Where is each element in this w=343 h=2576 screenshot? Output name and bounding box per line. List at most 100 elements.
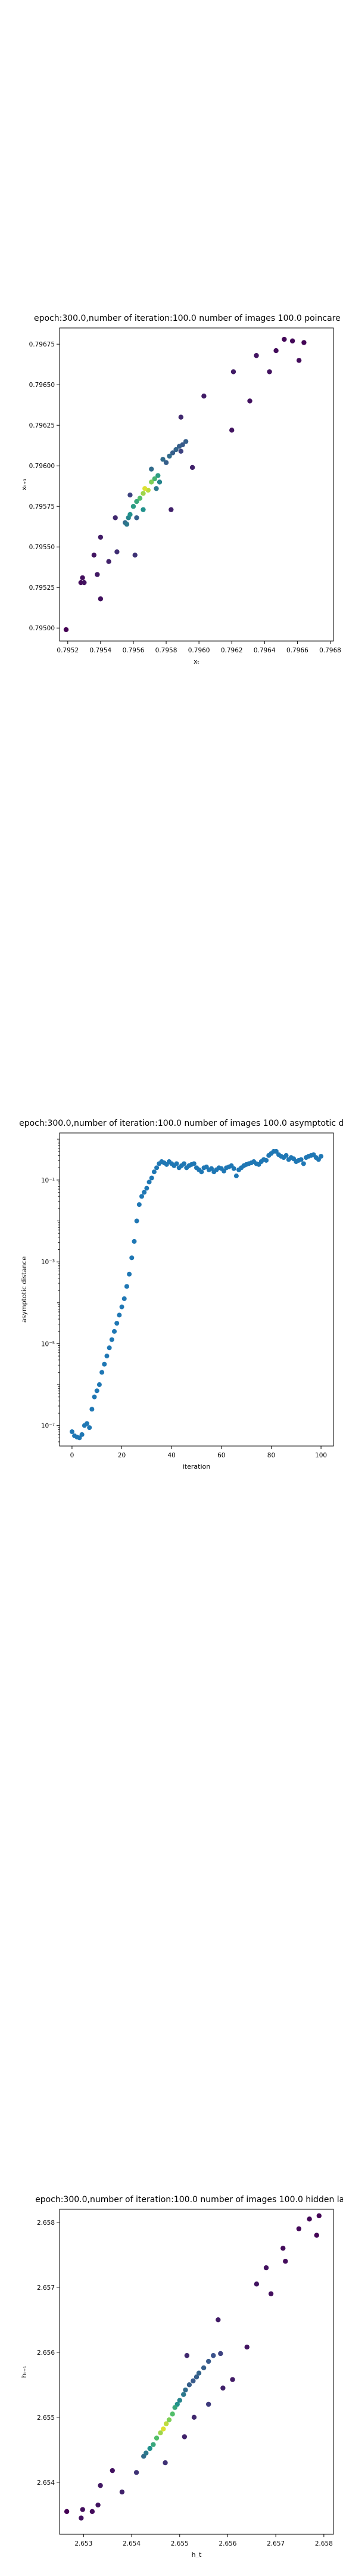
hidden-xtick-label: 2.654 — [123, 2540, 141, 2547]
hidden-point — [166, 2417, 172, 2423]
poincare-ytick-label: 0.79575 — [29, 503, 55, 510]
hidden-xtick-label: 2.658 — [315, 2540, 333, 2547]
poincare-ytick-label: 0.79550 — [29, 544, 55, 551]
hidden-point — [184, 2353, 190, 2358]
poincare-point — [178, 448, 184, 454]
asym-point — [87, 1425, 92, 1431]
poincare-point — [141, 507, 146, 512]
asym-point — [319, 1154, 324, 1159]
asym-point — [139, 1194, 144, 1199]
asym-point — [89, 1407, 95, 1412]
asym-point — [121, 1296, 127, 1301]
poincare-plot: epoch:300.0,number of iteration:100.0 nu… — [20, 314, 343, 665]
asym-point — [316, 1157, 321, 1162]
hidden-point — [183, 2387, 188, 2393]
asymptotic-distance-plot: epoch:300.0,number of iteration:100.0 nu… — [19, 1119, 343, 1470]
poincare-point — [134, 499, 139, 504]
hidden-point — [163, 2460, 168, 2466]
asym-point — [301, 1161, 306, 1166]
hidden-ytick-label: 2.656 — [37, 2349, 55, 2357]
poincare-point — [127, 512, 133, 518]
asym-xlabel: iteration — [183, 1463, 210, 1470]
asym-point — [114, 1321, 120, 1326]
asym-title: epoch:300.0,number of iteration:100.0 nu… — [19, 1119, 343, 1128]
asym-ylabel: asymptotic distance — [20, 1256, 28, 1323]
poincare-point — [149, 479, 154, 485]
poincare-point — [154, 486, 159, 491]
hidden-point — [201, 2365, 207, 2371]
poincare-xtick-label: 0.7964 — [254, 647, 276, 654]
hidden-point — [218, 2351, 223, 2357]
poincare-point — [189, 465, 195, 470]
hidden-axes-frame — [59, 2209, 334, 2535]
poincare-xtick-label: 0.7968 — [319, 647, 341, 654]
hidden-point — [283, 2259, 288, 2264]
poincare-xlabel: xₜ — [194, 658, 199, 665]
hidden-point — [296, 2226, 302, 2231]
hidden-point — [98, 2483, 103, 2488]
asym-point — [154, 1165, 160, 1171]
hidden-point — [170, 2411, 175, 2417]
hidden-ytick-label: 2.657 — [37, 2284, 55, 2292]
poincare-point — [141, 491, 146, 496]
asym-point — [85, 1421, 89, 1426]
hidden-point — [191, 2414, 197, 2420]
asym-point — [99, 1370, 105, 1375]
poincare-point — [201, 394, 207, 399]
hidden-point — [161, 2426, 166, 2432]
hidden-point — [133, 2470, 139, 2475]
poincare-point — [80, 575, 85, 581]
hidden-point — [147, 2445, 152, 2451]
poincare-point — [289, 338, 295, 343]
hidden-point — [314, 2233, 319, 2238]
hidden-point — [191, 2378, 196, 2383]
poincare-xtick-label: 0.7960 — [188, 647, 210, 654]
asym-point — [264, 1157, 269, 1163]
poincare-point — [163, 460, 169, 465]
asym-axes-frame — [59, 1132, 334, 1447]
hidden-title: epoch:300.0,number of iteration:100.0 nu… — [35, 2195, 343, 2205]
asym-point — [199, 1169, 204, 1175]
poincare-point — [230, 369, 236, 374]
hidden-point — [230, 2377, 235, 2382]
poincare-point — [98, 534, 104, 540]
hidden-xlabel: h_t — [192, 2551, 202, 2558]
asym-point — [283, 1153, 289, 1158]
poincare-point — [142, 486, 148, 491]
poincare-point — [183, 439, 189, 444]
hidden-point — [177, 2398, 182, 2403]
asym-point — [107, 1345, 112, 1351]
poincare-point — [132, 552, 138, 558]
hidden-point — [194, 2374, 199, 2380]
asym-point — [96, 1382, 102, 1388]
asym-point — [102, 1361, 107, 1367]
hidden-point — [205, 2401, 211, 2407]
asym-point — [136, 1202, 142, 1208]
poincare-point — [170, 450, 176, 456]
asym-point — [119, 1304, 124, 1309]
poincare-point — [178, 414, 184, 420]
hidden-point — [220, 2385, 226, 2391]
asym-point — [129, 1255, 135, 1261]
poincare-xtick-label: 0.7966 — [286, 647, 308, 654]
asym-point — [77, 1435, 82, 1441]
asym-point — [182, 1161, 187, 1166]
hidden-ytick-label: 2.654 — [37, 2479, 55, 2487]
poincare-point — [149, 466, 154, 472]
poincare-point — [134, 515, 139, 521]
asym-point — [209, 1166, 214, 1171]
poincare-point — [127, 492, 133, 498]
asym-xtick-label: 0 — [70, 1452, 74, 1459]
poincare-point — [63, 627, 69, 633]
hidden-point — [205, 2358, 211, 2364]
poincare-ytick-label: 0.79600 — [29, 463, 55, 470]
poincare-xtick-label: 0.7956 — [123, 647, 145, 654]
poincare-point — [91, 552, 97, 558]
hidden-point — [151, 2442, 156, 2447]
poincare-point — [301, 340, 307, 345]
hidden-point — [95, 2502, 101, 2508]
poincare-point — [130, 504, 136, 509]
poincare-point — [152, 476, 157, 482]
hidden-xtick-label: 2.655 — [171, 2540, 189, 2547]
poincare-point — [114, 549, 120, 555]
